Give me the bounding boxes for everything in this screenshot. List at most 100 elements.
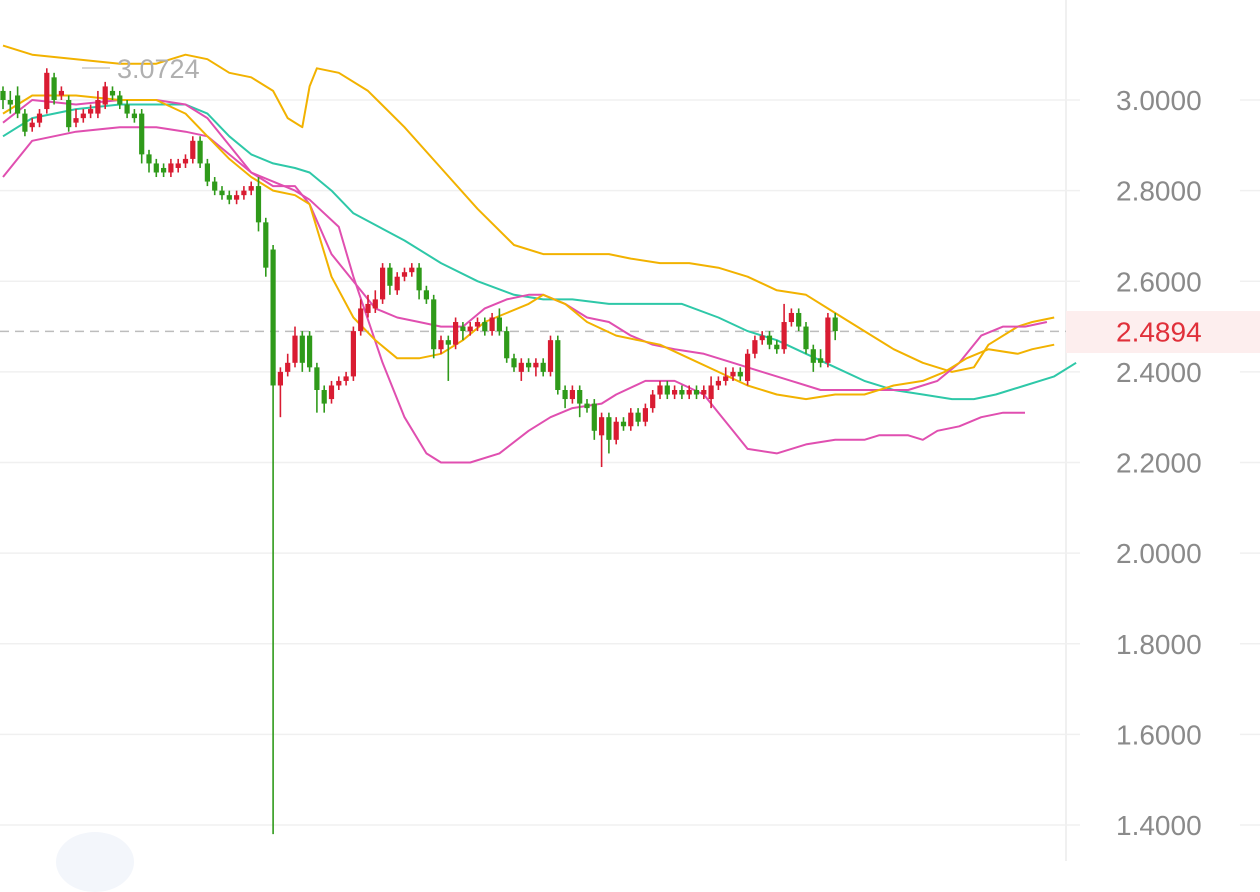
candle-body xyxy=(292,335,298,363)
candle-body xyxy=(584,403,590,409)
candle-body xyxy=(204,163,210,182)
y-tick-label: 1.4000 xyxy=(1116,810,1202,841)
candle-body xyxy=(285,362,291,372)
boll-lower-line xyxy=(2,126,1025,464)
candle-body xyxy=(380,267,386,300)
candle-body xyxy=(635,412,641,422)
y-tick-label: 2.6000 xyxy=(1116,266,1202,297)
candle-body xyxy=(453,322,459,345)
boll-mid-line xyxy=(2,103,1077,401)
candle-body xyxy=(58,90,64,96)
candle-body xyxy=(153,163,159,173)
candle-body xyxy=(350,331,356,377)
candle-body xyxy=(7,100,13,105)
candle-body xyxy=(540,362,546,372)
candle-body xyxy=(489,317,495,332)
candles xyxy=(0,68,838,835)
candle-body xyxy=(591,403,597,431)
candle-body xyxy=(745,353,751,381)
candle-body xyxy=(73,118,79,123)
candle-body xyxy=(321,390,327,404)
current-price-badge xyxy=(1066,311,1260,353)
candle-body xyxy=(139,113,145,155)
candle-body xyxy=(438,340,444,350)
candle-body xyxy=(562,390,568,400)
candle-body xyxy=(555,340,561,390)
candle-body xyxy=(445,340,451,345)
y-tick-label: 2.0000 xyxy=(1116,538,1202,569)
candle-body xyxy=(752,340,758,354)
candle-body xyxy=(307,335,313,368)
candle-body xyxy=(336,380,342,386)
candle-body xyxy=(504,331,510,359)
candle-body xyxy=(825,317,831,363)
candle-body xyxy=(343,376,349,381)
candle-body xyxy=(175,163,181,168)
candle-body xyxy=(701,390,707,395)
candle-body xyxy=(774,344,780,350)
candle-body xyxy=(650,394,656,409)
candle-body xyxy=(168,163,174,173)
candle-body xyxy=(0,90,6,100)
candle-body xyxy=(409,267,415,273)
candle-body xyxy=(606,417,612,440)
candle-body xyxy=(832,317,838,332)
candle-body xyxy=(672,390,678,395)
candle-body xyxy=(161,167,167,173)
candle-body xyxy=(314,367,320,390)
floating-action-button[interactable] xyxy=(56,832,134,892)
candle-body xyxy=(80,113,86,119)
candle-body xyxy=(620,421,627,427)
candle-body xyxy=(679,390,685,395)
candle-body xyxy=(730,371,736,377)
candle-body xyxy=(88,109,94,114)
candle-body xyxy=(109,90,116,96)
candle-body xyxy=(95,100,101,114)
boll-upper-line xyxy=(2,44,1055,373)
candle-body xyxy=(226,195,232,200)
candle-body xyxy=(496,317,502,332)
candle-body xyxy=(686,390,692,395)
candle-body xyxy=(723,376,729,381)
candle-body xyxy=(358,308,364,332)
candle-body xyxy=(146,154,152,164)
candle-body xyxy=(255,186,262,223)
candle-body xyxy=(803,326,809,350)
candle-body xyxy=(124,104,130,114)
candle-body xyxy=(270,249,276,386)
y-tick-label: 3.0000 xyxy=(1116,85,1202,116)
candle-body xyxy=(328,385,335,400)
candle-body xyxy=(628,412,634,427)
candle-body xyxy=(715,380,721,386)
candle-body xyxy=(759,335,765,341)
candle-body xyxy=(642,408,648,422)
indicator-lines xyxy=(2,44,1077,464)
candle-body xyxy=(15,95,21,114)
candle-body xyxy=(818,358,824,363)
candle-body xyxy=(219,190,225,196)
candle-body xyxy=(36,113,43,123)
candle-body xyxy=(197,140,203,164)
candle-body xyxy=(474,322,481,327)
candle-body xyxy=(365,303,371,313)
candle-body xyxy=(708,385,714,400)
candle-body xyxy=(29,122,35,128)
candle-body xyxy=(394,276,400,291)
y-axis: 3.0000 2.8000 2.6000 2.4000 2.2000 2.0000 1.80… xyxy=(1116,85,1202,841)
candle-body xyxy=(482,322,488,332)
candle-body xyxy=(387,267,393,286)
candle-body xyxy=(526,362,532,368)
candle-body xyxy=(277,371,283,386)
candle-body xyxy=(657,385,663,395)
candle-body xyxy=(569,390,575,400)
candle-body xyxy=(117,95,123,105)
y-tick-label: 1.8000 xyxy=(1116,629,1202,660)
candle-body xyxy=(44,72,50,110)
candle-body xyxy=(788,312,794,323)
candle-body xyxy=(511,358,517,368)
candle-body xyxy=(22,113,28,132)
candle-body xyxy=(766,335,773,345)
candle-body xyxy=(66,100,72,128)
grid-lines xyxy=(0,99,1260,826)
candle-body xyxy=(241,190,247,196)
